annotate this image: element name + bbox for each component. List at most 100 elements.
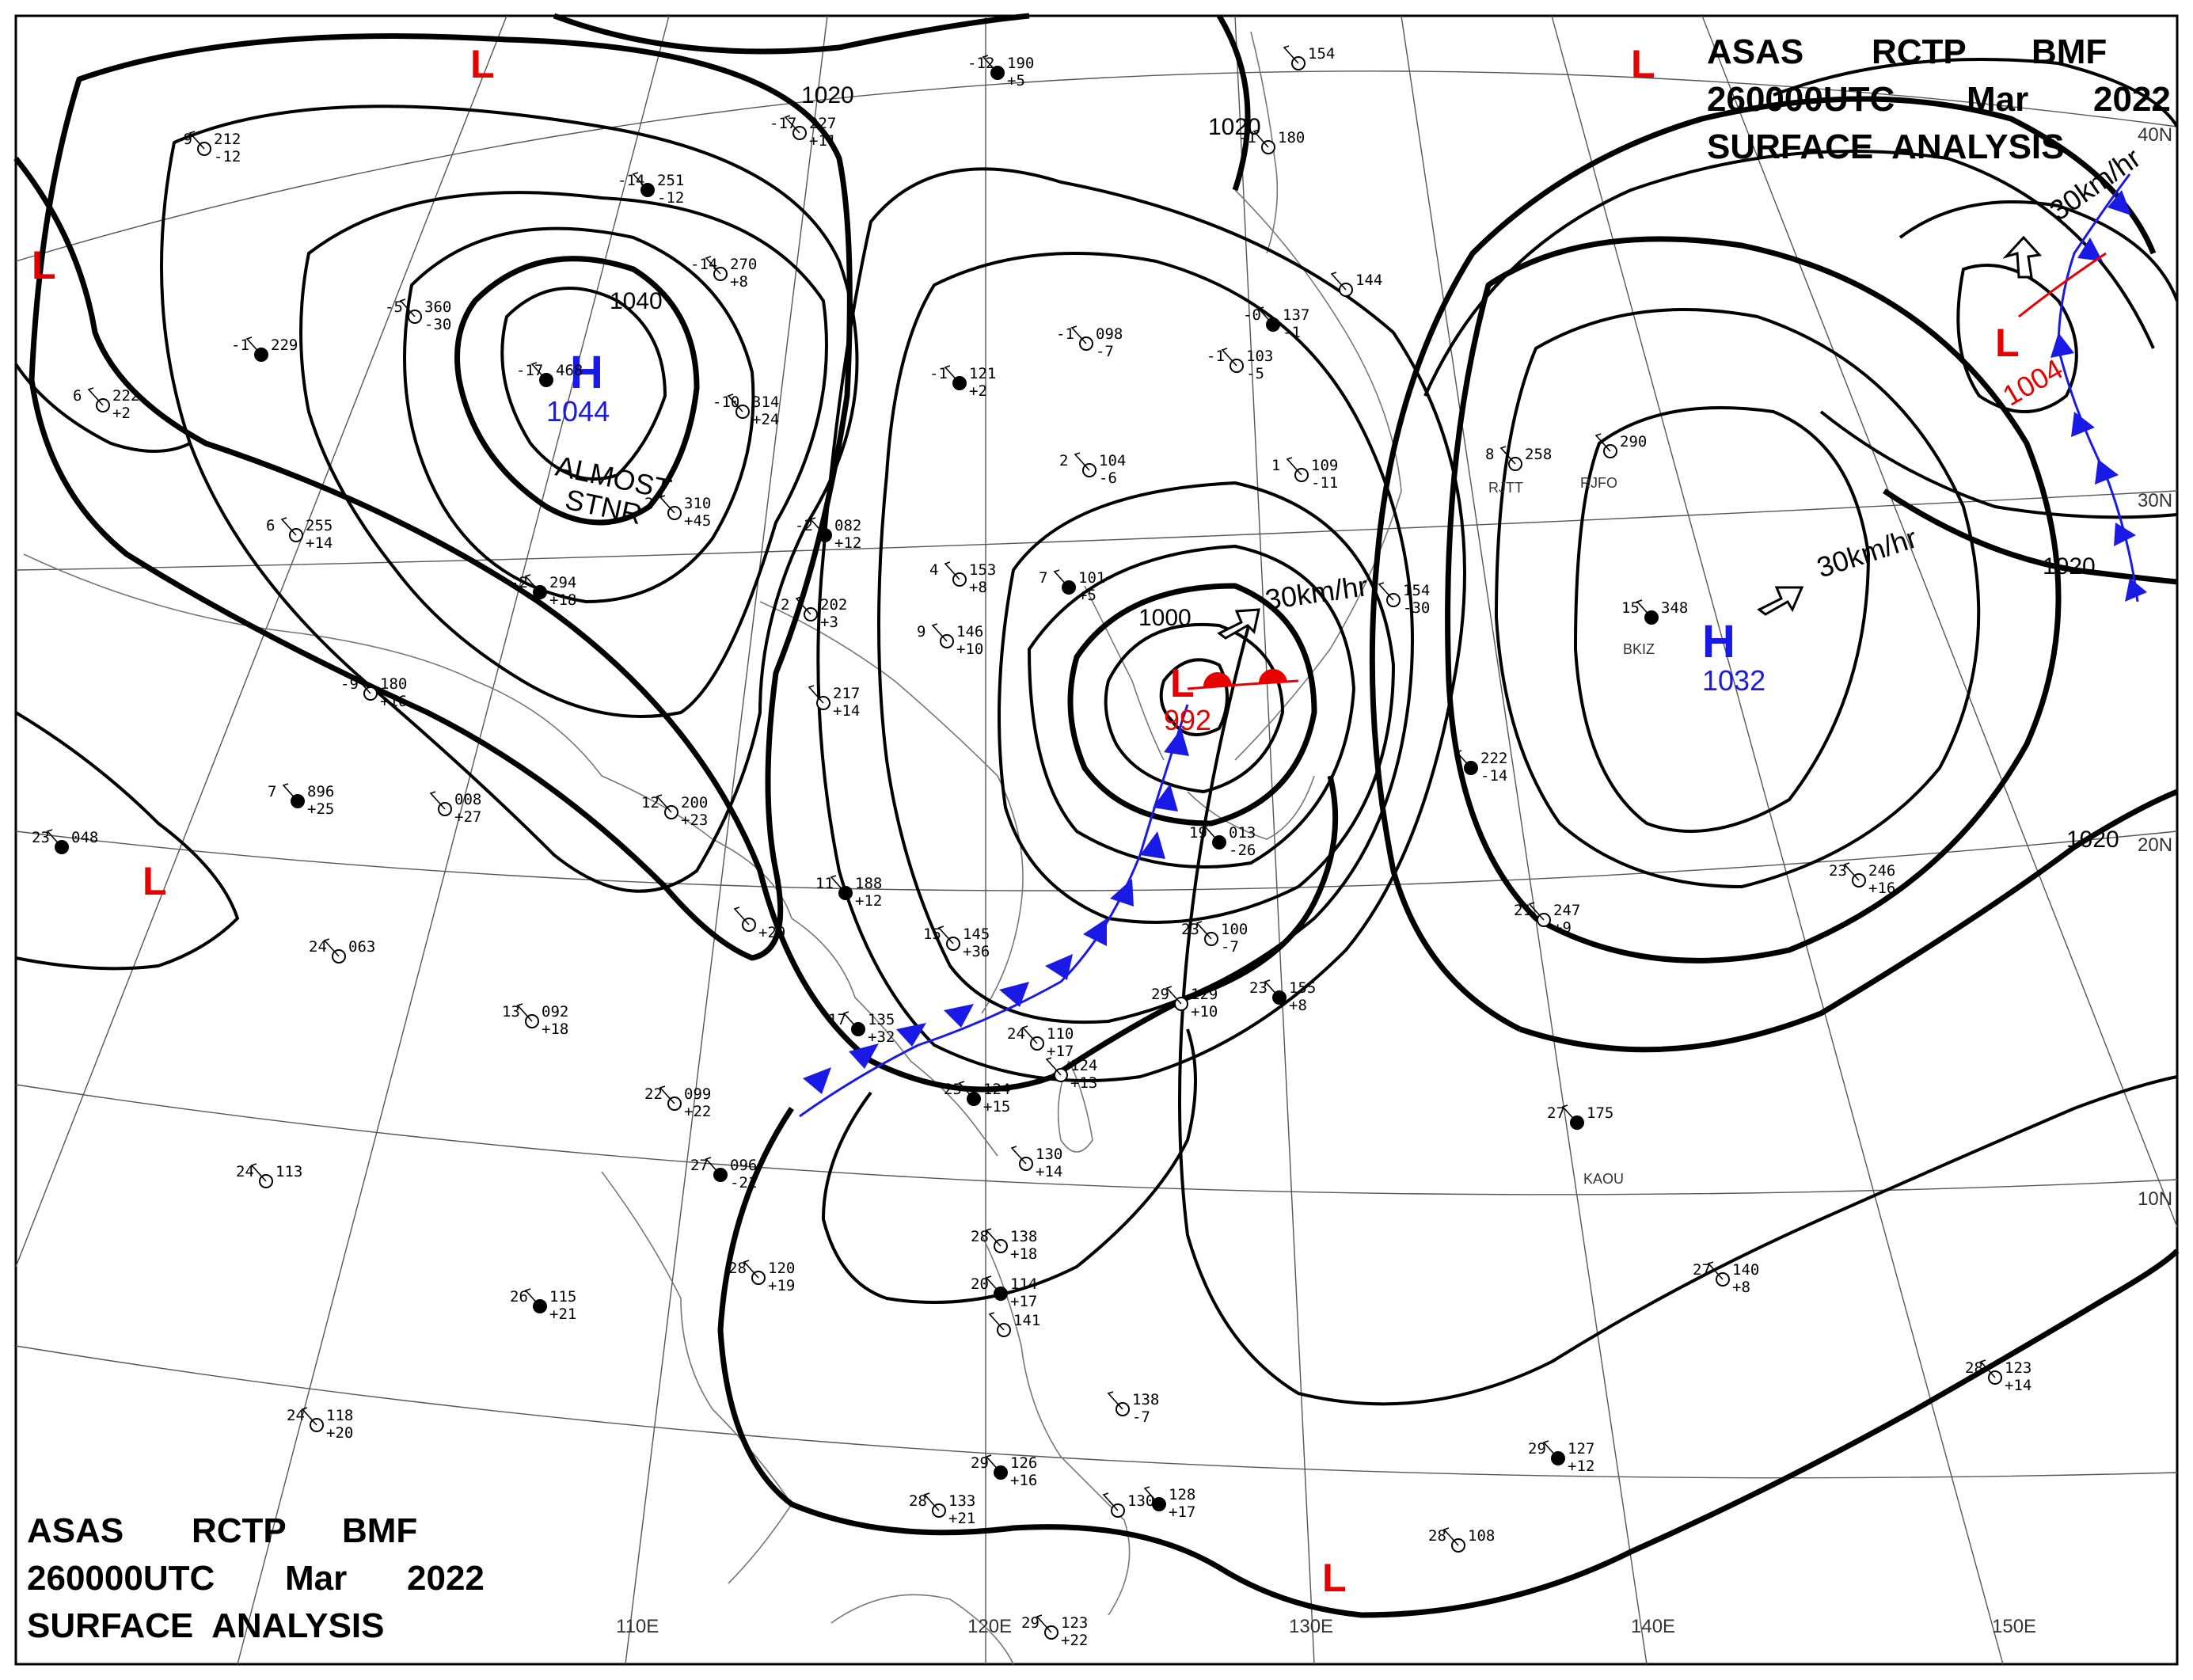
wind-barb — [1561, 1104, 1578, 1123]
chart-header-bottom: ASAS RCTP BMF 260000UTC Mar 2022 SURFACE… — [27, 1511, 485, 1645]
station-tendency: +12 — [855, 892, 882, 910]
wind-barb — [1165, 986, 1182, 1005]
station-temp: 24 — [287, 1407, 305, 1424]
isobar-1016-south — [822, 1028, 1197, 1304]
station-temp: 6 — [73, 387, 82, 405]
station-tendency: -14 — [1480, 767, 1507, 785]
station-plot: 28 108 — [1428, 1527, 1495, 1553]
wind-barb — [301, 1407, 317, 1426]
station-plot: 27 096-21 — [690, 1157, 757, 1192]
station-tendency: +13 — [1070, 1074, 1097, 1092]
station-pressure: 155 — [1289, 979, 1316, 997]
wind-barb — [842, 1011, 859, 1030]
station-pressure: 145 — [963, 926, 990, 943]
station-tendency: +14 — [2005, 1377, 2031, 1394]
wind-barb — [705, 1157, 721, 1176]
isobar-label-1020-b: 1020 — [1208, 114, 1261, 140]
station-temp: 23 — [32, 829, 50, 846]
station-temp: 29 — [971, 1454, 989, 1472]
station-id-bkiz: BKIZ — [1623, 641, 1655, 657]
isobar-1020-pacific-inner — [1423, 150, 2155, 397]
station-temp: 19 — [1189, 824, 1207, 842]
station-plot: 154-30 — [1378, 582, 1430, 617]
station-temp: 28 — [1428, 1527, 1446, 1545]
station-tendency: -1 — [1283, 324, 1301, 341]
station-plot: 9 146+10 — [917, 623, 983, 658]
header-top-BMF: BMF — [2031, 32, 2107, 71]
wind-barb — [1264, 979, 1280, 998]
station-pressure: 135 — [868, 1011, 895, 1028]
motion-arrow-low — [1217, 608, 1260, 640]
station-plot: 23 100-7 — [1181, 921, 1248, 956]
isobar-1044-inner — [500, 287, 667, 481]
wind-barb — [1636, 599, 1652, 618]
station-pressure: 104 — [1099, 452, 1126, 469]
station-pressure: 137 — [1283, 306, 1309, 324]
station-tendency: +23 — [681, 811, 708, 829]
station-pressure: 108 — [1468, 1527, 1495, 1545]
wind-barb — [795, 596, 811, 615]
station-tendency: +2 — [969, 382, 987, 400]
wind-barb — [1107, 1391, 1123, 1410]
station-pressure: 140 — [1732, 1261, 1759, 1279]
station-plot: 29 129+10 — [1151, 986, 1218, 1021]
station-id-kaou: KAOU — [1583, 1171, 1624, 1187]
header-bottom-RCTP: RCTP — [192, 1511, 287, 1550]
header-bottom-BMF: BMF — [342, 1511, 417, 1550]
station-tendency: +29 — [758, 924, 785, 941]
station-temp: 23 — [1249, 979, 1268, 997]
wind-barb — [809, 517, 826, 536]
station-temp: 21 — [1514, 902, 1532, 919]
wind-barb — [659, 1085, 675, 1104]
station-pressure: 121 — [969, 365, 996, 382]
motion-arrow-high — [1757, 586, 1804, 616]
coast-japan — [1234, 189, 1402, 761]
station-tendency: +32 — [868, 1028, 895, 1046]
header-bottom-ASAS: ASAS — [27, 1511, 124, 1550]
isobar-1024 — [29, 33, 853, 961]
station-plot: -14 270+8 — [690, 256, 757, 291]
wind-barb — [530, 362, 547, 381]
wind-barb — [727, 393, 743, 412]
station-plot: -2 294+18 — [510, 574, 576, 609]
station-temp: 7 — [1039, 569, 1047, 587]
station-plot: 28 123+14 — [1965, 1359, 2031, 1394]
wind-barb — [1499, 446, 1516, 465]
station-plot: 128+17 — [1143, 1486, 1195, 1521]
station-temp: 28 — [728, 1260, 747, 1277]
station-pressure: 123 — [1061, 1614, 1088, 1632]
station-temp: -1 — [1207, 348, 1225, 365]
station-temp: -10 — [713, 393, 739, 411]
wind-barb — [1074, 452, 1090, 471]
station-temp: 27 — [690, 1157, 709, 1174]
station-plot: -1 180 — [1238, 129, 1305, 154]
low-center-southwest: L — [143, 859, 167, 903]
station-temp: -12 — [967, 55, 994, 72]
station-plot: -1 121+2 — [929, 365, 996, 400]
meridian-100e — [237, 15, 670, 1665]
station-plot: 13 092+18 — [502, 1003, 568, 1038]
station-pressure: 114 — [1010, 1275, 1037, 1293]
station-temp: -1 — [1056, 325, 1074, 343]
station-temp: 2 — [1059, 452, 1068, 469]
station-temp: 8 — [1485, 446, 1494, 463]
wind-barb — [1843, 862, 1860, 881]
station-plot: 24 063 — [309, 938, 375, 964]
station-pressure: 314 — [752, 393, 779, 411]
wind-barb — [1021, 1025, 1038, 1044]
station-tendency: +22 — [684, 1103, 711, 1120]
station-tendency: +11 — [809, 132, 836, 150]
isobar-1040 — [454, 256, 700, 526]
wind-barb — [1045, 1057, 1062, 1076]
station-pressure: 190 — [1007, 55, 1034, 72]
wind-barb — [1330, 272, 1347, 291]
isobar-1020-ne — [1883, 488, 2178, 585]
wind-barb — [733, 907, 750, 926]
station-tendency: +36 — [963, 943, 990, 960]
station-pressure: 154 — [1403, 582, 1430, 599]
isobar-1016-central — [1178, 617, 2178, 1406]
wind-barb — [1455, 750, 1472, 769]
isobar-1020-pacific — [1369, 96, 2157, 1032]
warm-front-ne — [2018, 252, 2107, 318]
station-tendency: +5 — [1078, 587, 1096, 604]
